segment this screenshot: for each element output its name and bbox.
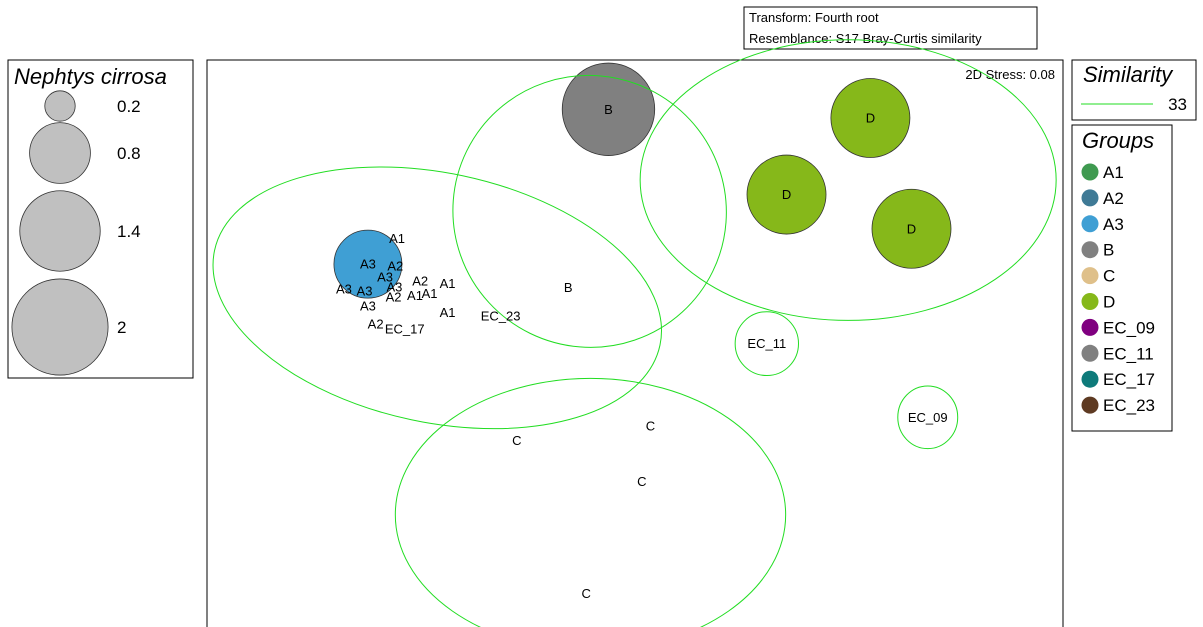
group-legend-label: EC_17 xyxy=(1103,370,1155,389)
groups-legend-title: Groups xyxy=(1082,128,1154,153)
point-label: A1 xyxy=(407,288,423,303)
bubble-legend-circle xyxy=(19,190,101,272)
point-bubble xyxy=(746,154,827,235)
group-legend-marker xyxy=(1081,293,1099,310)
bubble-legend-items: 0.2 0.8 1.4 2 xyxy=(11,90,141,376)
group-legend-label: EC_11 xyxy=(1103,344,1154,363)
group-legend-marker xyxy=(1081,344,1099,362)
group-legend-marker xyxy=(1081,215,1099,233)
point-bubble xyxy=(561,62,656,156)
point-label: C xyxy=(637,474,646,489)
point-label: A2 xyxy=(386,290,402,305)
bubble-layer xyxy=(333,62,952,299)
point-label: D xyxy=(866,111,875,126)
point-label: C xyxy=(512,433,521,448)
point-label: EC_17 xyxy=(385,322,425,337)
group-legend-label: EC_23 xyxy=(1103,396,1155,415)
group-legend-marker xyxy=(1081,163,1099,181)
point-label: D xyxy=(782,187,791,202)
point-label: EC_09 xyxy=(908,410,948,425)
point-label: A1 xyxy=(389,231,405,246)
group-legend-label: C xyxy=(1103,267,1115,286)
point-bubble xyxy=(830,78,911,158)
point-label: A3 xyxy=(360,298,376,313)
similarity-contour xyxy=(452,74,727,348)
point-label: A2 xyxy=(368,316,384,331)
point-bubble xyxy=(333,229,403,299)
similarity-contour xyxy=(212,166,662,430)
point-label: A3 xyxy=(377,269,393,284)
group-legend-label: D xyxy=(1103,293,1115,312)
header-box xyxy=(743,6,1038,50)
similarity-contour xyxy=(897,385,959,450)
point-label: A3 xyxy=(360,257,376,272)
point-label: D xyxy=(907,221,916,236)
transform-label: Transform: Fourth root xyxy=(749,10,879,25)
group-legend-marker xyxy=(1081,267,1099,285)
similarity-legend-value: 33 xyxy=(1168,95,1187,114)
group-legend-label: A2 xyxy=(1103,189,1124,208)
point-label: C xyxy=(582,586,591,601)
group-legend-label: A1 xyxy=(1103,163,1124,182)
bubble-legend-label: 0.2 xyxy=(117,97,141,116)
bubble-legend-circle xyxy=(29,122,91,184)
similarity-contour xyxy=(734,311,799,377)
group-legend-label: A3 xyxy=(1103,215,1124,234)
bubble-legend-circle xyxy=(11,278,109,376)
point-label: A3 xyxy=(336,282,352,297)
similarity-contour xyxy=(394,377,787,627)
point-label: A2 xyxy=(387,258,403,273)
point-label: A1 xyxy=(422,286,438,301)
groups-legend-items: A1 A2 A3 BCD EC_09 EC_11 EC_17 EC_23 xyxy=(1081,163,1155,415)
group-legend-marker xyxy=(1081,396,1099,414)
similarity-contour xyxy=(639,39,1057,321)
point-label: B xyxy=(564,280,573,295)
group-legend-marker xyxy=(1081,241,1099,259)
stress-label: 2D Stress: 0.08 xyxy=(965,67,1055,82)
bubble-legend-label: 1.4 xyxy=(117,222,141,241)
bubble-legend-label: 0.8 xyxy=(117,144,141,163)
plot-frame xyxy=(206,59,1064,627)
bubble-legend-circle xyxy=(44,90,76,122)
bubble-legend-label: 2 xyxy=(117,318,126,337)
point-label: A2 xyxy=(412,273,428,288)
point-label: A1 xyxy=(440,276,456,291)
resemblance-label: Resemblance: S17 Bray-Curtis similarity xyxy=(749,31,982,46)
bubble-legend-title: Nephtys cirrosa xyxy=(14,64,167,89)
group-legend-marker xyxy=(1081,370,1099,388)
point-label: A1 xyxy=(440,305,456,320)
similarity-contour-layer xyxy=(212,39,1057,627)
point-label: EC_11 xyxy=(747,336,786,351)
point-bubble xyxy=(871,188,952,269)
point-label: A3 xyxy=(387,279,403,294)
point-label: B xyxy=(604,102,613,117)
point-label: C xyxy=(646,418,655,433)
similarity-legend-box xyxy=(1071,59,1197,121)
group-legend-label: EC_09 xyxy=(1103,318,1155,337)
point-label: EC_23 xyxy=(481,308,521,323)
similarity-legend-title: Similarity xyxy=(1083,62,1174,87)
group-legend-marker xyxy=(1081,189,1099,207)
group-legend-marker xyxy=(1081,318,1099,336)
group-legend-label: B xyxy=(1103,241,1114,260)
point-label: A3 xyxy=(357,283,373,298)
